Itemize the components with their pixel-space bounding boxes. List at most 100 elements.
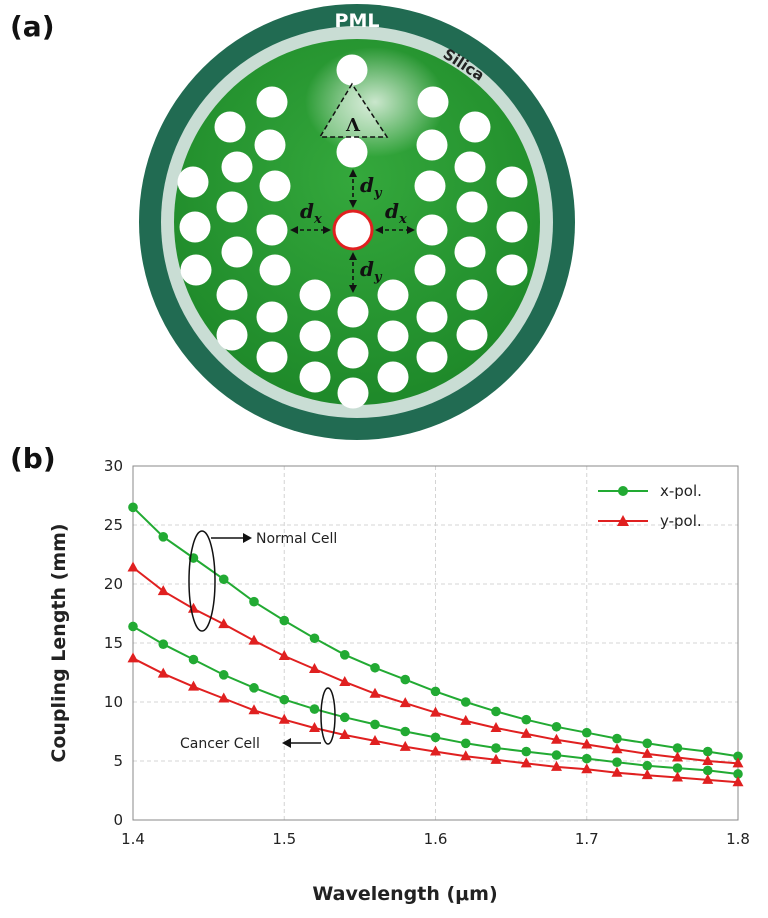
data-point — [732, 776, 744, 787]
data-point — [188, 680, 199, 691]
y-tick-label: 10 — [104, 693, 123, 711]
legend-y-marker — [617, 515, 629, 526]
data-point — [551, 733, 562, 744]
air-hole — [454, 151, 486, 183]
panel-a-label: (a) — [10, 10, 55, 43]
air-hole — [456, 319, 488, 351]
chart-series — [127, 502, 744, 787]
data-point — [309, 721, 320, 732]
series-line — [132, 657, 739, 784]
data-point — [581, 727, 592, 738]
y-tick-label: 0 — [113, 811, 123, 829]
data-point — [339, 729, 351, 740]
air-hole — [416, 341, 448, 373]
air-hole — [216, 279, 248, 311]
y-tick-label: 15 — [104, 634, 123, 652]
normal-cell-ellipse — [188, 530, 216, 632]
data-point — [642, 738, 653, 749]
axis-ticks: 0 5 10 15 20 25 30 1.4 1.5 1.6 1.7 1.8 — [104, 457, 750, 848]
data-point — [551, 750, 562, 760]
dimension-arrowheads — [290, 169, 415, 293]
series-cancer-cell-y — [127, 652, 744, 787]
data-point — [491, 706, 501, 717]
pitch-triangle — [318, 82, 389, 138]
data-point — [430, 732, 441, 743]
air-hole — [254, 129, 286, 161]
air-hole — [221, 236, 253, 268]
air-hole — [416, 301, 448, 333]
air-hole — [256, 341, 288, 373]
data-point — [460, 697, 471, 707]
data-point — [370, 719, 380, 730]
air-hole — [377, 320, 409, 352]
air-hole — [259, 254, 291, 286]
air-hole — [299, 361, 331, 393]
legend-y-label: y-pol. — [660, 512, 702, 530]
air-hole — [256, 214, 288, 246]
data-point — [702, 773, 714, 784]
y-tick-label: 5 — [113, 752, 123, 770]
data-point — [733, 769, 743, 779]
series-line — [132, 566, 739, 765]
data-point — [369, 734, 381, 745]
air-hole — [299, 279, 331, 311]
data-point — [672, 743, 683, 753]
plot-frame — [132, 465, 739, 821]
series-cancer-cell-x — [128, 621, 743, 779]
air-hole — [414, 254, 446, 286]
air-hole — [377, 279, 409, 311]
x-tick-label: 1.4 — [121, 830, 145, 848]
series-line — [132, 625, 739, 775]
x-tick-label: 1.8 — [726, 830, 750, 848]
air-hole — [377, 361, 409, 393]
air-hole — [496, 254, 528, 286]
data-point — [339, 650, 350, 660]
data-point — [611, 766, 623, 777]
air-hole — [299, 320, 331, 352]
data-point — [399, 740, 411, 751]
data-point — [672, 751, 683, 762]
air-hole — [180, 254, 212, 286]
data-point — [641, 769, 653, 780]
data-point — [581, 738, 593, 749]
data-point — [399, 697, 411, 708]
air-hole — [216, 319, 248, 351]
air-hole — [216, 191, 248, 223]
data-point — [188, 602, 199, 613]
data-point — [733, 751, 743, 762]
data-point — [702, 765, 713, 776]
series-line — [132, 506, 739, 758]
data-point — [128, 502, 138, 513]
data-point — [278, 649, 290, 660]
data-point — [521, 746, 532, 757]
x-tick-label: 1.5 — [272, 830, 296, 848]
cancer-cell-label: Cancer Cell — [180, 736, 260, 752]
data-point — [612, 733, 622, 744]
air-hole — [256, 301, 288, 333]
data-point — [491, 743, 501, 753]
data-point — [430, 706, 441, 717]
data-point — [430, 745, 441, 756]
data-point — [127, 561, 139, 572]
data-point — [158, 532, 169, 542]
central-defect-hole — [332, 209, 374, 251]
air-hole — [259, 170, 291, 202]
data-point — [248, 704, 260, 715]
data-point — [612, 757, 622, 767]
data-point — [218, 692, 230, 703]
data-point — [188, 553, 199, 563]
y-tick-label: 25 — [104, 516, 123, 534]
data-point — [460, 738, 471, 749]
data-point — [672, 771, 683, 782]
air-hole — [496, 166, 528, 198]
data-point — [278, 713, 290, 724]
data-point — [490, 753, 502, 764]
data-point — [702, 746, 713, 757]
x-axis-title: Wavelength (μm) — [312, 883, 497, 905]
highlight-glare — [305, 47, 445, 157]
legend-x-label: x-pol. — [660, 482, 702, 500]
pml-label: PML — [335, 10, 380, 32]
series-normal-cell-y — [127, 561, 744, 768]
cancer-cell-arrowhead — [282, 738, 291, 748]
data-point — [157, 667, 169, 678]
